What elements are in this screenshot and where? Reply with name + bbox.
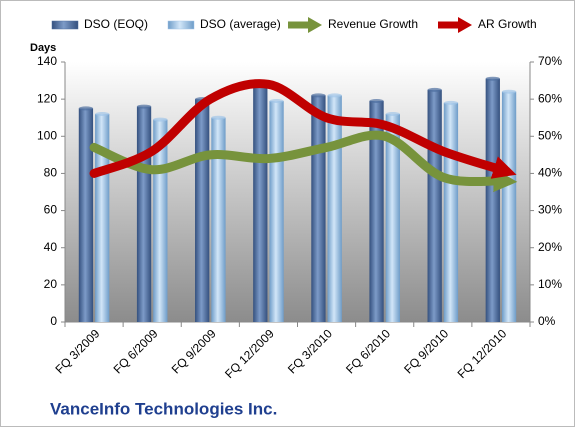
y2-tick-label: 70%	[538, 54, 562, 68]
bar-top	[369, 99, 384, 103]
y-tick-label: 140	[37, 54, 57, 68]
bar	[501, 91, 517, 322]
y-tick-label: 60	[44, 203, 58, 217]
legend-label: Revenue Growth	[328, 17, 418, 31]
bar	[427, 89, 442, 322]
legend-label: DSO (EOQ)	[84, 17, 148, 31]
bar	[485, 78, 500, 322]
bar	[311, 95, 326, 322]
bar-top	[443, 100, 459, 105]
bar	[443, 102, 459, 322]
bar-top	[95, 112, 110, 116]
footer: VanceInfo Technologies Inc.	[50, 399, 277, 418]
bar	[136, 106, 152, 322]
y-tick-label: 40	[44, 240, 58, 254]
y2-tick-label: 50%	[538, 128, 562, 142]
bar-top	[501, 89, 517, 94]
y2-tick-label: 60%	[538, 91, 562, 105]
bar-top	[153, 117, 168, 122]
y-tick-label: 0	[50, 314, 57, 328]
bar-top	[327, 93, 342, 98]
y2-tick-label: 20%	[538, 240, 562, 254]
bar	[369, 101, 384, 322]
line	[89, 79, 517, 179]
bar-top	[385, 112, 400, 116]
bar	[253, 84, 268, 323]
y-tick-label: 120	[37, 91, 57, 105]
bar-top	[311, 93, 326, 98]
y-axis-title: Days	[30, 42, 56, 54]
bar	[385, 114, 400, 322]
bar-top	[78, 106, 94, 111]
legend-arrow	[458, 17, 472, 33]
legend-swatch	[51, 20, 79, 30]
bar-top	[211, 115, 226, 120]
legend-label: AR Growth	[478, 17, 537, 31]
y-tick-label: 80	[44, 166, 58, 180]
bar	[195, 99, 210, 323]
bar	[327, 95, 342, 322]
bar-top	[427, 87, 442, 92]
line	[89, 130, 518, 193]
y-tick-label: 20	[44, 277, 58, 291]
y2-tick-label: 40%	[538, 166, 562, 180]
bar-top	[269, 99, 284, 103]
y2-tick-label: 0%	[538, 314, 556, 328]
y2-tick-label: 10%	[538, 277, 562, 291]
y-tick-label: 100	[37, 128, 57, 142]
y2-tick-label: 30%	[538, 203, 562, 217]
legend-swatch	[167, 20, 195, 30]
bar	[78, 108, 94, 322]
bar-top	[136, 104, 152, 109]
bar	[269, 101, 284, 322]
legend-label: DSO (average)	[200, 17, 281, 31]
legend-arrow	[308, 17, 322, 33]
bar	[211, 117, 226, 322]
bar-top	[485, 76, 500, 81]
